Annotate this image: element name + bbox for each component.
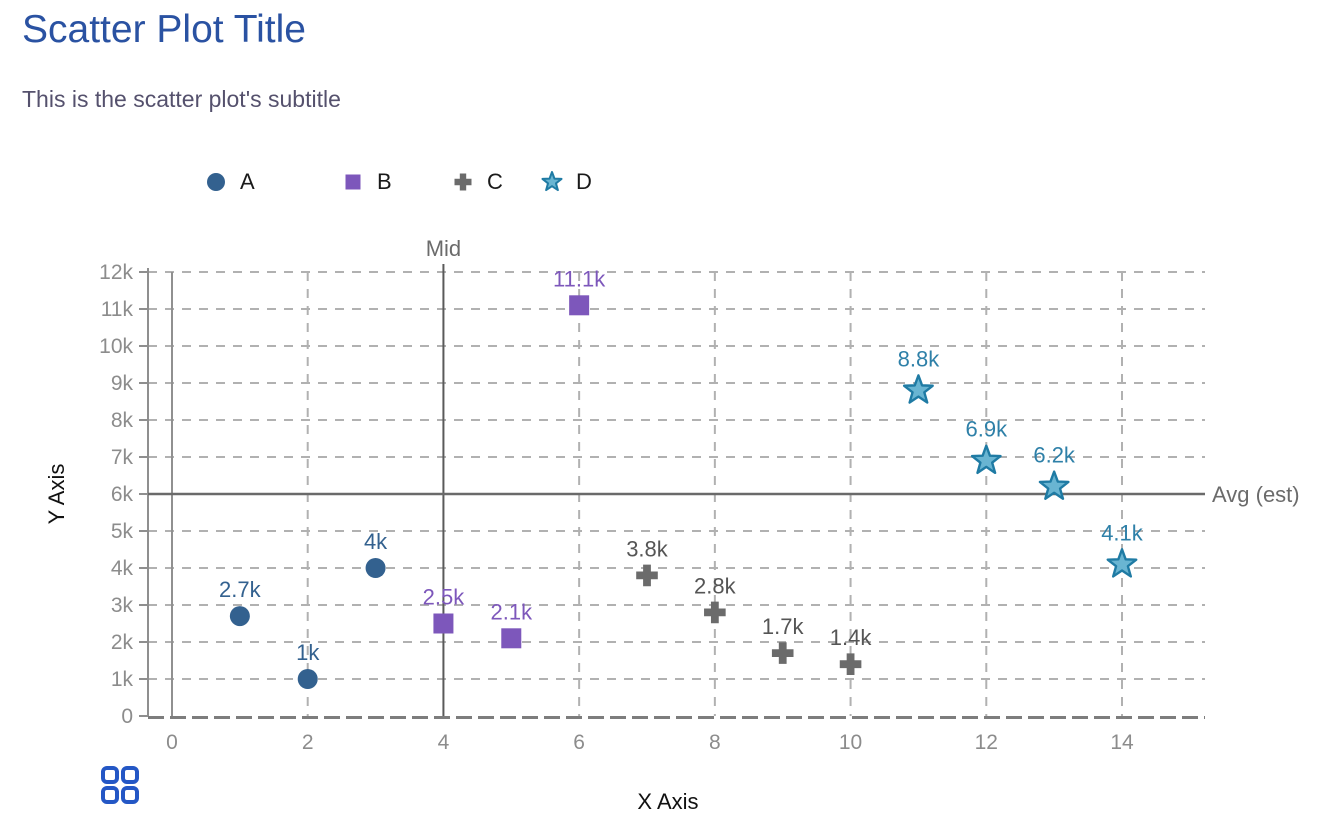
point-B-4[interactable] (433, 613, 454, 634)
legend-item-c[interactable]: C (452, 169, 503, 195)
point-D-12[interactable] (970, 444, 1002, 475)
point-label: 1.7k (762, 614, 805, 639)
point-label: 1k (296, 640, 320, 665)
y-tick-label: 2k (111, 631, 134, 654)
x-tick-label: 6 (573, 731, 585, 754)
legend-item-a[interactable]: A (205, 169, 255, 195)
legend-item-b[interactable]: B (342, 169, 392, 195)
page-title: Scatter Plot Title (22, 8, 306, 51)
point-label: 4k (364, 529, 388, 554)
legend-label-d: D (576, 169, 592, 194)
point-C-9[interactable] (771, 642, 794, 664)
y-tick-label: 3k (111, 594, 134, 617)
y-tick-label: 12k (99, 261, 133, 284)
point-D-14[interactable] (1106, 548, 1138, 578)
point-label: 6.9k (965, 417, 1008, 442)
point-B-6[interactable] (569, 295, 590, 316)
grid-icon[interactable] (99, 764, 141, 806)
point-B-5[interactable] (501, 628, 522, 649)
point-D-13[interactable] (1038, 470, 1070, 500)
circle-marker-icon (207, 173, 225, 191)
y-tick-label: 1k (111, 668, 134, 691)
point-label: 3.8k (626, 536, 669, 561)
point-label: 2.5k (423, 585, 466, 610)
x-tick-label: 12 (975, 731, 998, 754)
point-label: 11.1k (553, 266, 606, 291)
star-marker-icon (541, 171, 563, 192)
y-tick-label: 7k (111, 446, 134, 469)
square-marker-icon (345, 174, 361, 190)
point-D-11[interactable] (902, 374, 934, 404)
point-C-7[interactable] (636, 564, 658, 587)
point-label: 2.1k (490, 599, 533, 624)
x-tick-label: 8 (709, 731, 721, 754)
x-tick-label: 0 (166, 731, 178, 754)
point-A-2[interactable] (297, 669, 318, 689)
y-tick-label: 10k (99, 335, 133, 358)
x-axis-title: X Axis (637, 789, 699, 814)
point-label: 1.4k (830, 625, 873, 650)
y-tick-label: 4k (111, 557, 134, 580)
point-A-3[interactable] (365, 558, 386, 578)
y-tick-label: 9k (111, 372, 134, 395)
y-tick-label: 0 (121, 705, 133, 728)
point-C-10[interactable] (839, 653, 862, 675)
y-tick-label: 6k (111, 483, 134, 506)
point-label: 6.2k (1033, 443, 1076, 468)
x-tick-label: 14 (1110, 731, 1134, 754)
legend-label-a: A (240, 169, 255, 194)
point-label: 2.8k (694, 573, 737, 598)
point-A-1[interactable] (229, 606, 250, 627)
page-subtitle: This is the scatter plot's subtitle (22, 86, 341, 112)
y-tick-label: 5k (111, 520, 134, 543)
reference-label-avg: Avg (est) (1212, 482, 1300, 507)
plus-marker-icon (454, 173, 472, 191)
legend-item-d[interactable]: D (541, 169, 592, 195)
legend: A B C D (0, 169, 1338, 197)
point-label: 8.8k (898, 346, 941, 371)
y-tick-label: 11k (101, 298, 134, 321)
legend-label-c: C (487, 169, 503, 194)
y-axis-title: Y Axis (44, 463, 69, 525)
point-label: 4.1k (1101, 520, 1144, 545)
legend-label-b: B (377, 169, 392, 194)
y-tick-label: 8k (111, 409, 134, 432)
x-tick-label: 10 (839, 731, 862, 754)
x-tick-label: 2 (302, 731, 314, 754)
point-label: 2.7k (219, 577, 262, 602)
reference-label-mid: Mid (426, 236, 461, 261)
point-C-8[interactable] (704, 601, 726, 624)
x-tick-label: 4 (438, 731, 450, 754)
